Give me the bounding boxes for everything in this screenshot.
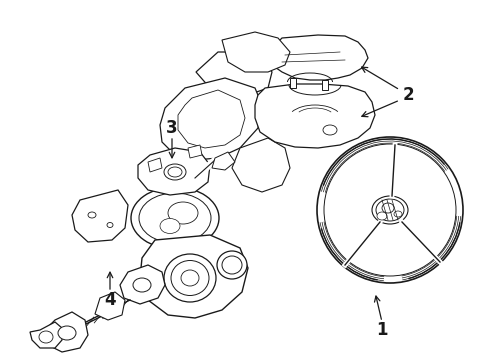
Text: 4: 4 xyxy=(104,291,116,309)
Polygon shape xyxy=(322,80,328,90)
Polygon shape xyxy=(178,90,245,148)
Text: 2: 2 xyxy=(402,86,414,104)
Polygon shape xyxy=(222,32,290,72)
Polygon shape xyxy=(188,145,202,158)
Ellipse shape xyxy=(217,251,247,279)
Ellipse shape xyxy=(39,331,53,343)
Polygon shape xyxy=(290,78,296,88)
Ellipse shape xyxy=(58,326,76,340)
Ellipse shape xyxy=(372,196,408,224)
Polygon shape xyxy=(196,52,272,95)
Polygon shape xyxy=(72,190,128,242)
Ellipse shape xyxy=(164,254,216,302)
Polygon shape xyxy=(140,235,248,318)
Ellipse shape xyxy=(131,187,219,249)
Polygon shape xyxy=(45,312,88,352)
Polygon shape xyxy=(255,84,375,148)
Polygon shape xyxy=(138,148,210,195)
Text: 3: 3 xyxy=(166,119,178,137)
Polygon shape xyxy=(95,292,125,320)
Ellipse shape xyxy=(323,125,337,135)
Polygon shape xyxy=(268,35,368,80)
Polygon shape xyxy=(232,138,290,192)
Ellipse shape xyxy=(181,270,199,286)
Text: 1: 1 xyxy=(376,321,388,339)
Ellipse shape xyxy=(139,193,211,243)
Polygon shape xyxy=(120,265,165,304)
Ellipse shape xyxy=(324,144,456,276)
Ellipse shape xyxy=(168,167,182,177)
Ellipse shape xyxy=(133,278,151,292)
Ellipse shape xyxy=(160,219,180,234)
Ellipse shape xyxy=(377,212,387,220)
Ellipse shape xyxy=(394,211,402,217)
Polygon shape xyxy=(148,158,162,172)
Ellipse shape xyxy=(382,203,394,213)
Polygon shape xyxy=(212,152,235,170)
Ellipse shape xyxy=(107,222,113,228)
Polygon shape xyxy=(30,322,62,348)
Ellipse shape xyxy=(317,137,463,283)
Ellipse shape xyxy=(171,261,209,296)
Ellipse shape xyxy=(88,212,96,218)
Polygon shape xyxy=(160,78,262,160)
Ellipse shape xyxy=(168,202,198,224)
Ellipse shape xyxy=(164,164,186,180)
Ellipse shape xyxy=(376,199,404,221)
Ellipse shape xyxy=(222,256,242,274)
